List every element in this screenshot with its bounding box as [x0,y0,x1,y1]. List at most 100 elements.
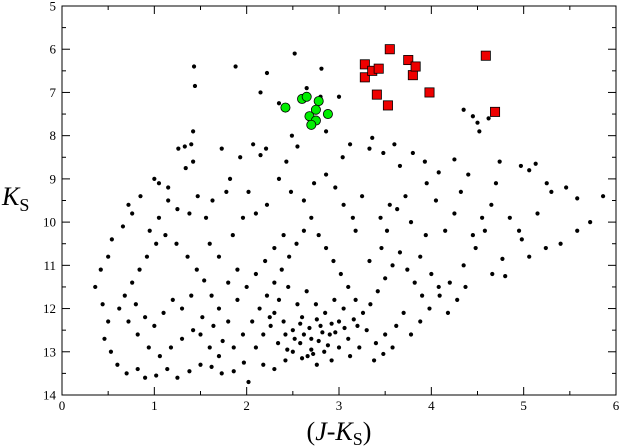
black-point [276,101,282,106]
black-point [394,323,399,328]
black-point [378,215,383,220]
black-point [194,267,199,272]
black-point [301,198,307,203]
black-point [202,278,207,283]
black-point [519,237,524,242]
black-point [209,364,214,370]
black-point [281,232,286,238]
black-point [163,232,168,238]
black-point [189,142,194,147]
black-point [304,86,309,91]
black-point [179,306,185,311]
black-point [176,146,181,151]
black-point [147,228,152,233]
black-point [320,330,325,335]
black-point [244,284,249,290]
black-point [333,330,338,335]
black-point [427,306,432,311]
black-point [283,332,288,337]
black-point [490,271,495,277]
black-point [230,232,235,238]
x-tick-label: 4 [428,398,435,413]
black-point [503,274,508,279]
black-point [443,228,448,233]
black-point [347,142,353,147]
black-point [575,228,580,233]
black-point [420,293,425,298]
black-point [231,345,236,350]
black-point [108,349,114,354]
black-point [390,263,395,268]
green-point [280,102,291,113]
black-point [323,310,328,315]
black-point [600,194,606,199]
black-point [305,354,310,359]
black-point [161,310,166,315]
black-point [264,293,270,298]
black-point [185,254,190,259]
black-point [412,280,417,285]
black-point [346,284,351,290]
black-point [463,284,468,290]
black-point [292,336,297,341]
black-point [226,319,231,324]
black-point [319,66,324,71]
black-point [263,258,268,264]
black-point [395,207,400,212]
black-point [179,336,185,341]
red-point [359,72,370,83]
x-axis-title-close: ) [363,417,372,446]
black-point [175,375,180,380]
black-point [403,194,408,199]
black-point [226,280,231,285]
black-point [338,271,343,277]
black-point [397,250,403,255]
black-point [154,373,159,378]
y-tick-label: 13 [43,344,56,359]
series-circle [280,91,333,130]
y-tick-label: 9 [50,171,57,186]
x-axis-title: (J-KS) [307,417,372,447]
red-point [490,106,501,117]
black-point [357,345,362,350]
black-point [272,366,277,372]
black-point [253,271,258,277]
black-point [106,254,111,259]
black-point [304,289,309,294]
black-point [168,345,174,350]
black-point [318,323,323,328]
black-point [333,185,338,190]
black-point [516,228,522,233]
red-point [373,63,384,74]
black-point [156,215,162,220]
black-point [370,135,375,140]
black-point [182,144,187,149]
black-point [447,280,452,285]
red-point [410,61,421,72]
y-axis-title-sub: S [19,195,29,215]
black-point [246,379,251,385]
black-point [195,194,200,199]
black-point [227,176,233,181]
black-point [174,241,179,246]
black-point [359,194,365,199]
x-tick-label: 1 [151,398,158,413]
black-point [285,347,290,352]
black-point [295,302,300,307]
x-tick-label: 5 [520,398,527,413]
black-point [143,315,148,320]
y-tick-label: 6 [50,42,57,57]
black-point [575,196,580,201]
black-point [272,280,277,285]
black-point [295,144,300,149]
black-point [241,360,246,365]
black-point [200,315,205,320]
green-point [310,104,321,115]
black-point [322,349,327,354]
black-point [311,351,316,357]
black-point [486,116,491,121]
black-point [309,336,314,341]
black-point [329,358,334,363]
